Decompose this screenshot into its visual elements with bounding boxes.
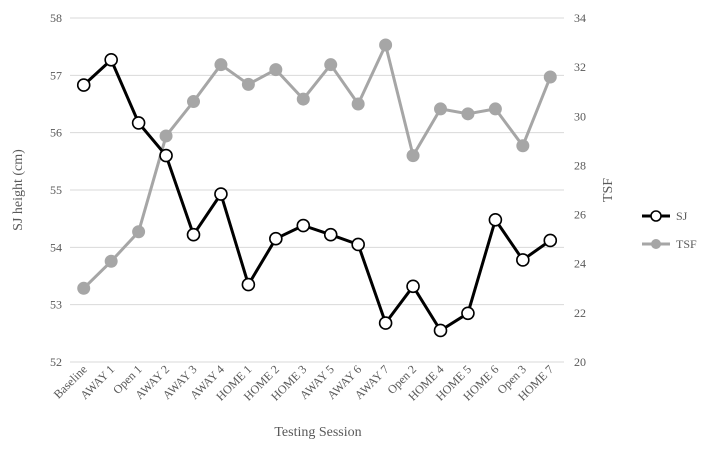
data-point-sj	[323, 227, 338, 242]
left-axis-title: SJ height (cm)	[11, 149, 26, 231]
gridlines	[70, 17, 564, 363]
data-point-sj	[488, 213, 503, 227]
left-tick-label: 55	[50, 183, 62, 197]
left-tick-label: 53	[50, 298, 62, 312]
data-point-tsf	[269, 63, 283, 77]
data-point-sj	[76, 78, 91, 92]
right-tick-label: 30	[574, 109, 586, 123]
data-point-sj	[543, 233, 558, 248]
data-point-sj	[186, 227, 201, 242]
data-point-tsf	[324, 58, 338, 72]
data-point-tsf	[104, 254, 118, 268]
legend-marker	[650, 210, 662, 222]
data-point-tsf	[241, 77, 255, 91]
data-point-sj	[241, 277, 256, 292]
data-point-tsf	[543, 70, 557, 84]
series-sj	[76, 53, 558, 338]
data-point-tsf	[77, 281, 91, 295]
data-point-sj	[104, 53, 118, 67]
data-point-tsf	[434, 102, 447, 116]
left-tick-label: 56	[50, 126, 62, 140]
data-point-tsf	[214, 58, 228, 72]
data-point-sj	[159, 148, 173, 163]
right-tick-label: 28	[574, 158, 586, 172]
legend-item-tsf: TSF	[642, 237, 697, 251]
right-tick-label: 26	[574, 208, 586, 222]
data-point-sj	[214, 187, 228, 201]
data-point-sj	[269, 231, 283, 246]
data-point-tsf	[379, 38, 393, 52]
data-point-tsf	[187, 95, 200, 109]
series-line-tsf	[82, 43, 552, 290]
right-axis-title: TSF	[601, 178, 616, 202]
right-tick-label: 22	[574, 306, 586, 320]
left-tick-label: 58	[50, 11, 62, 25]
legend-marker	[651, 239, 661, 249]
data-point-tsf	[406, 149, 420, 163]
left-tick-label: 54	[50, 240, 62, 254]
data-point-sj	[131, 116, 146, 130]
data-point-sj	[461, 306, 475, 321]
data-point-sj	[351, 237, 365, 252]
data-point-tsf	[159, 129, 173, 143]
x-axis-title: Testing Session	[274, 425, 361, 440]
legend-label: TSF	[676, 237, 697, 251]
data-point-tsf	[516, 139, 530, 153]
series-line-sj	[82, 58, 552, 332]
data-point-tsf	[132, 225, 146, 239]
data-point-sj	[378, 316, 393, 330]
legend-item-sj: SJ	[642, 209, 688, 223]
legend-label: SJ	[676, 209, 688, 223]
data-point-tsf	[351, 97, 365, 111]
data-point-sj	[433, 323, 448, 338]
data-point-sj	[296, 218, 311, 233]
left-tick-label: 57	[50, 68, 62, 82]
right-tick-label: 32	[574, 60, 586, 74]
data-point-tsf	[296, 92, 310, 106]
right-tick-label: 20	[574, 355, 586, 369]
left-tick-label: 52	[50, 355, 62, 369]
right-axis-ticks: 20 22 24 26 28 30 32 34	[574, 11, 586, 369]
right-tick-label: 24	[574, 257, 586, 271]
series	[76, 38, 558, 338]
legend: SJ TSF	[642, 209, 697, 251]
right-tick-label: 34	[574, 11, 586, 25]
left-axis-ticks: 52 53 54 55 56 57 58	[50, 11, 62, 369]
data-point-tsf	[488, 102, 502, 116]
data-point-sj	[516, 253, 530, 267]
data-point-tsf	[461, 107, 475, 121]
data-point-sj	[406, 279, 420, 294]
